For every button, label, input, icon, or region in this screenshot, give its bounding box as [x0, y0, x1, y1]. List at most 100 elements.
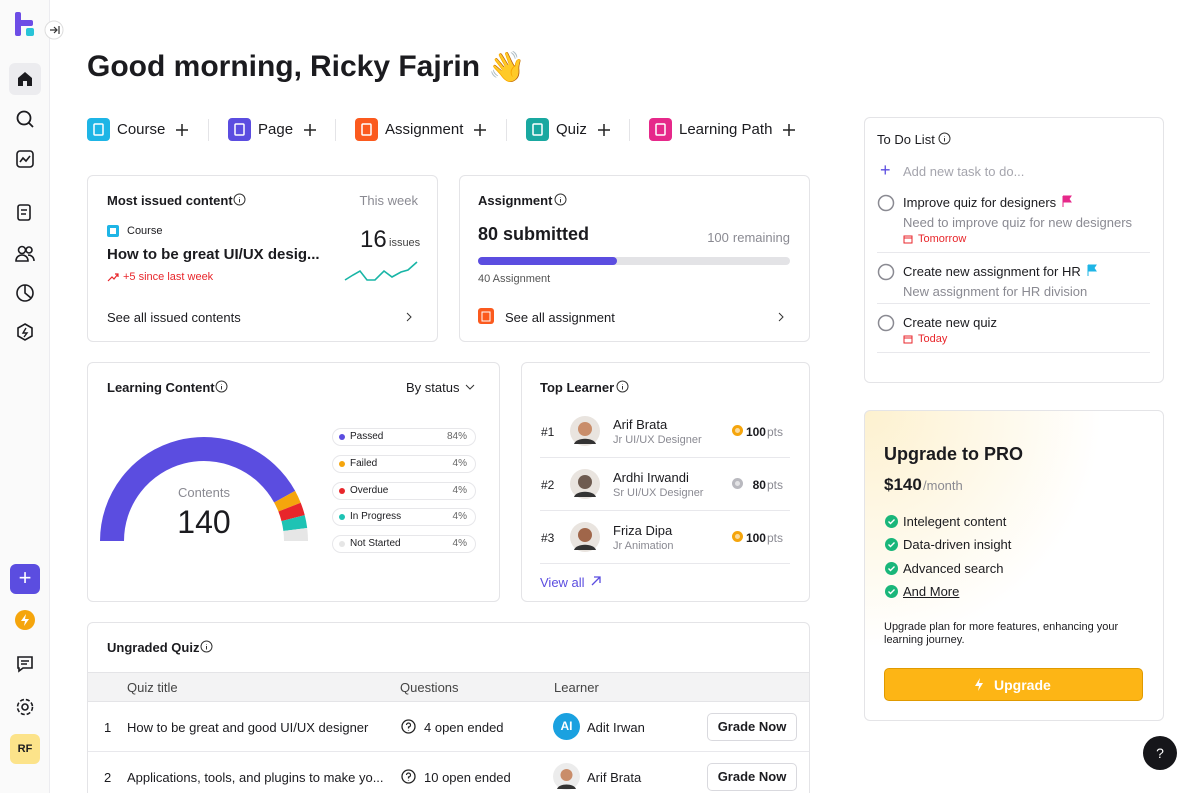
task-description: Need to improve quiz for new designers — [903, 215, 1133, 230]
center-label: Contents — [177, 485, 231, 500]
chevron[interactable] — [404, 311, 414, 323]
filter-dropdown[interactable]: By status — [406, 380, 460, 395]
gauge-segment — [274, 490, 301, 512]
status-value: 4% — [452, 538, 467, 550]
separator — [877, 352, 1150, 353]
info-icon[interactable] — [215, 380, 228, 393]
check-icon — [885, 538, 898, 552]
create-plus[interactable] — [597, 123, 611, 137]
top-learner-card — [521, 362, 810, 602]
price: $140 — [884, 475, 922, 494]
separator — [877, 303, 1150, 304]
separator — [629, 119, 630, 141]
user-avatar[interactable]: RF — [10, 734, 40, 764]
issues-label: issues — [389, 237, 421, 249]
column-header: Learner — [554, 680, 599, 695]
nav-search[interactable] — [15, 109, 35, 129]
table-header — [88, 672, 809, 702]
rank: #1 — [541, 425, 555, 439]
nav-users[interactable] — [15, 243, 35, 263]
create-plus[interactable] — [473, 123, 487, 137]
assignment-icon — [478, 308, 494, 324]
status-name: Not Started — [350, 538, 401, 550]
create-label[interactable]: Page — [258, 121, 294, 138]
status-value: 4% — [452, 457, 467, 469]
learner-name: Friza Dipa — [613, 523, 673, 538]
create-label[interactable]: Course — [117, 121, 166, 138]
points-value: 100 — [745, 531, 766, 545]
create-plus[interactable] — [303, 123, 317, 137]
chevron-down[interactable] — [464, 381, 476, 393]
quiz-title: Applications, tools, and plugins to make… — [127, 770, 384, 785]
nav-analytics[interactable] — [15, 149, 35, 169]
salutation: Good morning, — [87, 50, 302, 83]
bolt-icon — [975, 678, 983, 691]
info-icon[interactable] — [554, 193, 567, 206]
status-dot — [339, 460, 345, 467]
help-button[interactable]: ? — [1143, 736, 1177, 770]
questions: 4 open ended — [424, 720, 504, 735]
add-icon[interactable]: + — [880, 160, 891, 180]
quiz-title: How to be great and good UI/UX designer — [127, 720, 369, 735]
task-flag — [1087, 264, 1097, 276]
sparkline — [344, 261, 418, 281]
points-unit: pts — [766, 478, 783, 492]
add-task-input[interactable]: Add new task to do... — [903, 164, 1025, 179]
add-button[interactable]: + — [10, 564, 40, 594]
create-label[interactable]: Assignment — [385, 121, 464, 138]
info-icon[interactable] — [200, 640, 213, 653]
submitted-text: submitted — [503, 224, 590, 244]
checkbox[interactable] — [877, 314, 895, 332]
feature[interactable]: And More — [903, 583, 960, 599]
view-all-link[interactable]: View all — [540, 575, 585, 590]
info-icon[interactable] — [233, 193, 246, 206]
grade-button[interactable]: Grade Now — [707, 763, 797, 791]
see-all-link[interactable]: See all assignment — [505, 310, 615, 325]
see-all-link[interactable]: See all issued contents — [107, 310, 241, 325]
separator — [88, 751, 809, 752]
task-description: New assignment for HR division — [903, 284, 1088, 299]
chevron[interactable] — [776, 311, 786, 323]
content-title: How to be great UI/UX desig... — [107, 246, 320, 263]
info-icon[interactable] — [938, 132, 951, 145]
card-title: Learning Content — [107, 380, 215, 395]
checkbox[interactable] — [877, 263, 895, 281]
bolt-badge[interactable] — [15, 610, 35, 630]
separator — [540, 457, 790, 458]
nav-integrations[interactable] — [15, 322, 35, 342]
points-badge — [732, 478, 743, 489]
todo-card — [864, 117, 1164, 383]
create-label[interactable]: Quiz — [556, 121, 587, 138]
remaining-text: remaining — [732, 230, 790, 245]
checkbox[interactable] — [877, 194, 895, 212]
create-plus[interactable] — [782, 123, 796, 137]
most-issued-card — [87, 175, 438, 342]
status-pill — [332, 508, 476, 527]
greeting: Good morning, Ricky Fajrin 👋 — [87, 50, 525, 85]
status-dot — [339, 434, 345, 440]
collapse-button[interactable] — [44, 20, 64, 40]
nav-messages[interactable] — [15, 654, 35, 674]
learner-avatar — [570, 522, 600, 552]
arrow-icon[interactable] — [590, 575, 602, 587]
status-pill — [332, 454, 476, 473]
rank: #3 — [541, 531, 555, 545]
grade-button[interactable]: Grade Now — [707, 713, 797, 741]
check-icon — [885, 561, 898, 575]
create-label[interactable]: Learning Path — [679, 121, 773, 138]
upgrade-button[interactable] — [884, 668, 1143, 701]
nav-settings[interactable] — [15, 697, 35, 717]
status-dot — [339, 514, 345, 521]
content-type: Course — [127, 225, 163, 237]
gauge — [100, 437, 308, 542]
nav-reports[interactable] — [15, 283, 35, 303]
learner-avatar — [570, 416, 600, 446]
nav-content[interactable] — [15, 202, 35, 222]
create-plus[interactable] — [175, 123, 189, 137]
check-icon — [885, 515, 898, 528]
nav-home[interactable] — [15, 69, 35, 89]
separator — [877, 252, 1150, 253]
status-dot — [339, 487, 345, 494]
info-icon[interactable] — [616, 380, 629, 393]
